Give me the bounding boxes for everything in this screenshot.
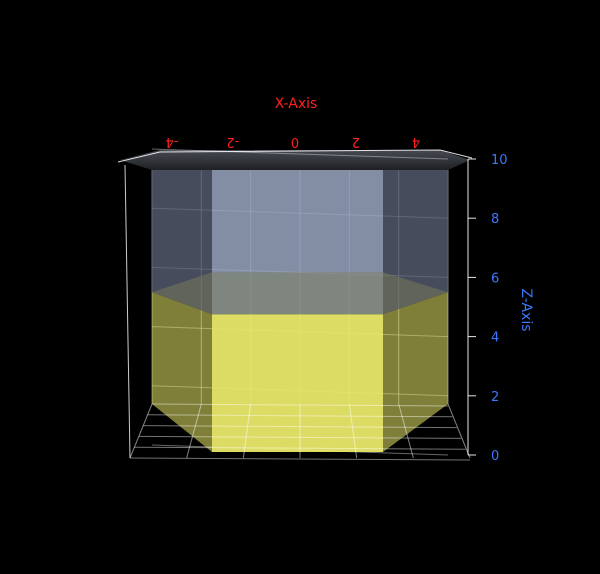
z-tick-labels: 0 2 4 6 8 10 [468,153,508,464]
x-tick-label: 0 [291,134,299,149]
x-tick-label: 2 [352,134,360,149]
floor-grid-line [447,403,471,459]
x-tick-label: -2 [227,134,240,149]
z-tick-label: 2 [491,390,499,405]
floor-grid-line [242,403,252,459]
floor-grid-line [129,457,471,461]
x-axis-title: X-Axis [275,96,318,112]
floor-grid-line [151,403,449,407]
floor-grid-line [398,403,414,459]
floor-grid [117,149,473,461]
floor-grid-line [134,446,466,450]
floor-grid-line [138,435,462,439]
z-axis-title: Z-Axis [518,288,534,331]
x-tick-label: 4 [412,134,420,149]
top-frame-edge [117,149,473,163]
z-tick-label: 0 [491,449,499,464]
liquid-surface [152,272,448,315]
left-axis-edge [124,164,131,459]
z-tick-label: 10 [491,153,508,168]
floor-grid-line [129,403,153,459]
prism-top-cap [120,150,470,170]
liquid-face-right [383,292,448,452]
z-tick-label: 4 [491,331,499,346]
floor-grid-line [143,425,457,429]
liquid-face-left [152,292,212,452]
z-tick-label: 8 [491,212,499,227]
x-tick-label: -4 [166,134,179,149]
floor-grid-line [186,403,202,459]
prism-liquid-section [152,272,448,452]
floor-grid-line [147,414,453,418]
floor-grid-line [348,403,358,459]
x-tick-labels: -4 -2 0 2 4 [166,134,421,149]
liquid-face-front [212,314,383,452]
z-tick-label: 6 [491,271,499,286]
